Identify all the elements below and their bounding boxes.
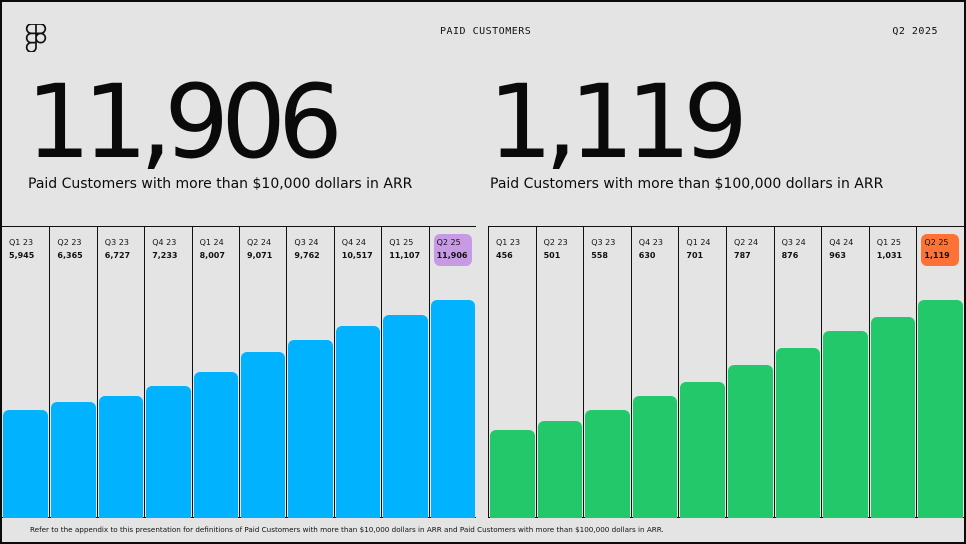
data-label: 5,945 bbox=[9, 251, 35, 260]
chart-column-right-2: Q3 23 558 bbox=[583, 226, 631, 518]
figma-logo-icon bbox=[25, 24, 47, 52]
bar-right-0 bbox=[490, 430, 535, 518]
period-label: Q2 2025 bbox=[892, 26, 938, 37]
headline-100k: 1,119 bbox=[488, 63, 748, 182]
chart-column-right-3: Q4 23 630 bbox=[630, 226, 679, 518]
data-label: 1,119 bbox=[924, 251, 950, 260]
chart-column-right-6: Q3 24 876 bbox=[773, 226, 822, 518]
chart-column-left-2: Q3 23 6,727 bbox=[96, 226, 144, 518]
tick-label: Q3 23 bbox=[104, 238, 129, 247]
chart-column-right-7: Q4 24 963 bbox=[821, 226, 869, 518]
data-label: 558 bbox=[591, 251, 608, 260]
subtitle-100k: Paid Customers with more than $100,000 d… bbox=[490, 176, 884, 192]
chart-column-left-5: Q2 24 9,071 bbox=[239, 226, 286, 518]
bar-left-9 bbox=[430, 300, 475, 518]
bar-left-4 bbox=[193, 371, 238, 518]
data-label: 8,007 bbox=[199, 251, 225, 260]
bar-right-9 bbox=[918, 300, 963, 518]
data-label: 10,517 bbox=[341, 251, 373, 260]
data-label: 701 bbox=[686, 251, 704, 260]
data-label: 9,762 bbox=[294, 251, 320, 260]
tick-label: Q3 24 bbox=[294, 238, 319, 247]
chart-column-right-4: Q1 24 701 bbox=[678, 226, 726, 518]
chart-column-left-4: Q1 24 8,007 bbox=[191, 226, 239, 518]
chart-column-right-0: Q1 23 456 bbox=[488, 226, 536, 518]
tick-label: Q4 23 bbox=[638, 238, 663, 247]
bar-right-4 bbox=[680, 381, 725, 518]
bar-left-3 bbox=[146, 386, 191, 518]
data-label: 787 bbox=[734, 251, 751, 260]
bar-chart-10k: Q1 23 5,945 Q2 23 6,365 Q3 23 6,727 Q4 23 7,233… bbox=[2, 226, 476, 518]
bar-left-5 bbox=[241, 352, 286, 518]
tick-label: Q1 23 bbox=[9, 238, 34, 247]
bar-left-6 bbox=[288, 339, 333, 518]
data-label: 1,031 bbox=[876, 251, 903, 260]
tick-label: Q3 24 bbox=[781, 238, 806, 247]
bar-left-8 bbox=[383, 314, 428, 518]
chart-column-left-8: Q1 25 11,107 bbox=[381, 226, 428, 518]
bar-right-3 bbox=[632, 395, 678, 518]
tick-label: Q1 25 bbox=[876, 238, 901, 247]
bar-chart-100k: Q1 23 456 Q2 23 501 Q3 23 558 Q4 23 630 Q1 24 701… bbox=[488, 226, 964, 518]
data-label: 7,233 bbox=[152, 251, 178, 260]
data-label: 963 bbox=[829, 251, 846, 260]
chart-column-left-0: Q1 23 5,945 bbox=[2, 226, 49, 518]
bar-left-1 bbox=[51, 402, 96, 518]
bar-right-5 bbox=[728, 365, 773, 518]
tick-label: Q2 23 bbox=[543, 238, 568, 247]
chart-column-right-1: Q2 23 501 bbox=[535, 226, 584, 518]
chart-column-right-9: Q2 25 1,119 bbox=[916, 226, 964, 518]
tick-label: Q3 23 bbox=[591, 238, 616, 247]
tick-label: Q4 24 bbox=[341, 238, 366, 247]
tick-label: Q2 24 bbox=[247, 238, 272, 247]
chart-column-left-6: Q3 24 9,762 bbox=[286, 226, 333, 518]
footnote: Refer to the appendix to this presentati… bbox=[30, 525, 664, 534]
tick-label: Q2 23 bbox=[57, 238, 82, 247]
chart-column-left-1: Q2 23 6,365 bbox=[49, 226, 96, 518]
tick-label: Q1 24 bbox=[199, 238, 224, 247]
highlight-badge bbox=[433, 234, 472, 266]
headline-10k: 11,906 bbox=[26, 63, 343, 182]
data-label: 501 bbox=[543, 251, 561, 260]
chart-column-left-7: Q4 24 10,517 bbox=[333, 226, 381, 518]
data-label: 6,365 bbox=[57, 251, 83, 260]
tick-label: Q1 25 bbox=[389, 238, 414, 247]
data-label: 6,727 bbox=[104, 251, 131, 260]
bar-right-7 bbox=[823, 330, 868, 518]
tick-label: Q1 24 bbox=[686, 238, 711, 247]
highlight-badge bbox=[921, 234, 960, 266]
data-label: 630 bbox=[638, 251, 656, 260]
data-label: 11,107 bbox=[389, 251, 421, 260]
chart-column-right-5: Q2 24 787 bbox=[726, 226, 774, 518]
chart-column-left-9: Q2 25 11,906 bbox=[428, 226, 476, 518]
bar-right-6 bbox=[775, 347, 821, 518]
data-label: 876 bbox=[781, 251, 799, 260]
tick-label: Q4 24 bbox=[829, 238, 854, 247]
bar-left-7 bbox=[335, 325, 381, 518]
page-title: PAID CUSTOMERS bbox=[440, 26, 532, 37]
chart-column-left-3: Q4 23 7,233 bbox=[144, 226, 191, 518]
tick-label: Q4 23 bbox=[152, 238, 177, 247]
subtitle-10k: Paid Customers with more than $10,000 do… bbox=[28, 176, 413, 192]
bar-right-1 bbox=[537, 421, 583, 518]
data-label: 9,071 bbox=[247, 251, 273, 260]
tick-label: Q2 25 bbox=[924, 238, 949, 247]
tick-label: Q1 23 bbox=[496, 238, 521, 247]
bar-right-8 bbox=[870, 317, 916, 518]
bar-left-2 bbox=[98, 395, 144, 518]
tick-label: Q2 24 bbox=[734, 238, 759, 247]
tick-label: Q2 25 bbox=[436, 238, 461, 247]
chart-column-right-8: Q1 25 1,031 bbox=[868, 226, 917, 518]
data-label: 11,906 bbox=[436, 251, 468, 260]
data-label: 456 bbox=[496, 251, 513, 260]
bar-right-2 bbox=[585, 410, 630, 518]
bar-left-0 bbox=[3, 410, 49, 518]
